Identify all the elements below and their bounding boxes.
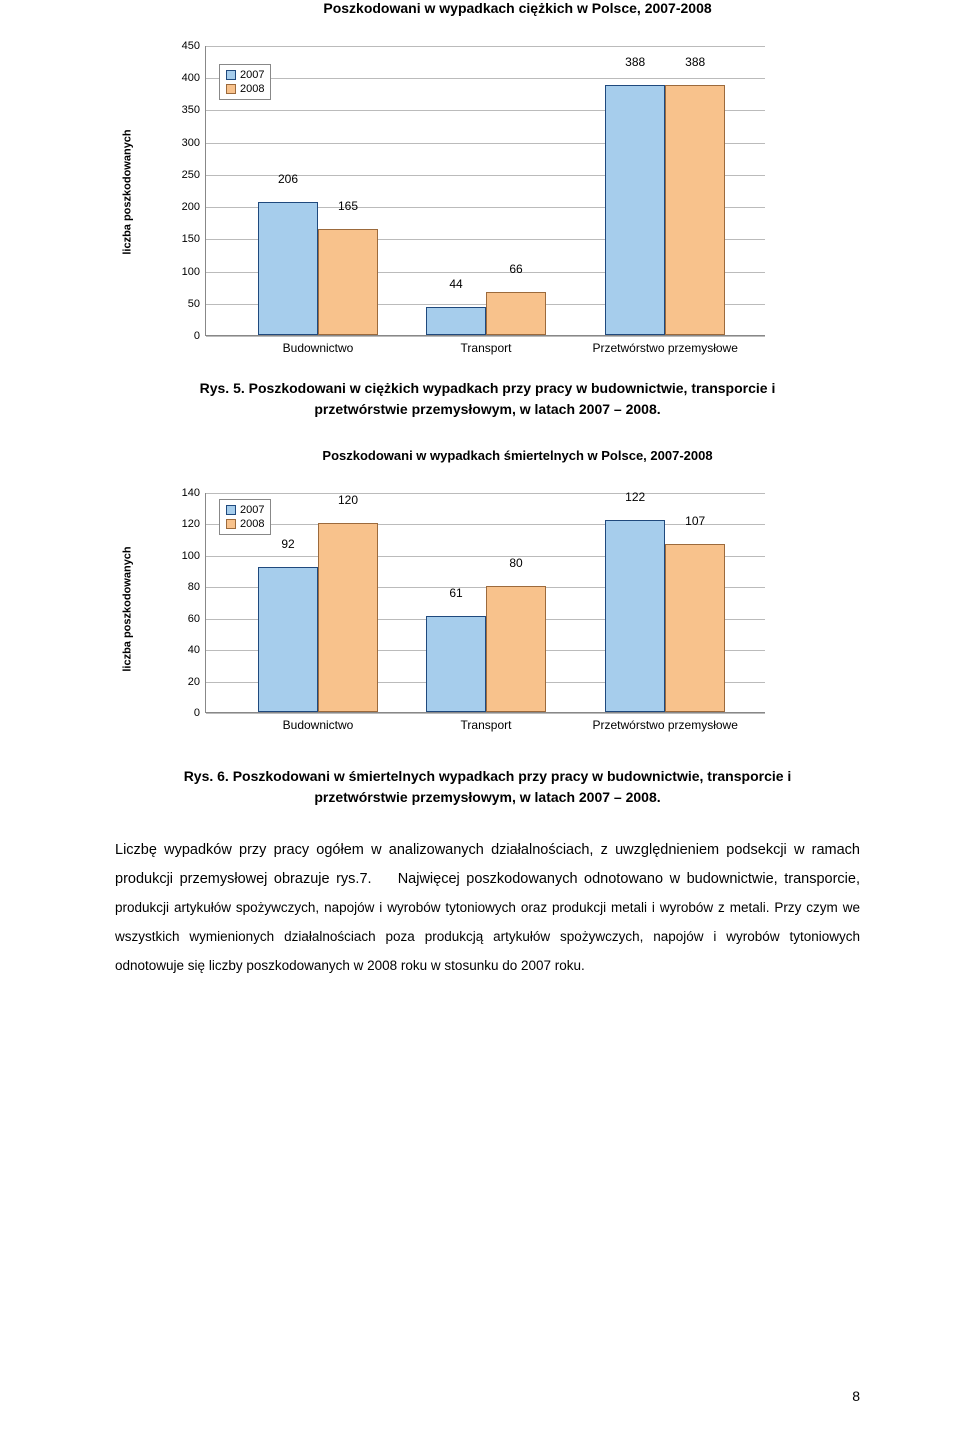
category-label: Budownictwo [283,335,354,355]
bar-value-label: 120 [338,493,358,507]
gridline [206,524,765,525]
legend-item: 2007 [226,503,264,517]
plot-area: 050100150200250300350400450206165Budowni… [205,46,765,336]
paragraph-part-a: Liczbę wypadków przy pracy ogółem w anal… [115,842,860,887]
legend-item: 2008 [226,82,264,96]
bar-value-label: 80 [509,556,522,570]
bar [605,520,665,712]
caption-2: Rys. 6. Poszkodowani w śmiertelnych wypa… [115,766,860,808]
ytick-label: 20 [188,676,206,688]
chart-2-area: liczba poszkodowanych 0 20 40 60 80 100 120 140… [115,463,815,743]
ytick-label: 0 [194,707,206,719]
gridline [206,493,765,494]
ytick-label: 50 [188,298,206,310]
ytick-label: 100 [182,550,206,562]
bar [665,85,725,335]
caption-1-line-a: Poszkodowani w ciężkich wypadkach przy p… [249,380,776,396]
bar-value-label: 165 [338,199,358,213]
bar-value-label: 61 [449,586,462,600]
ytick-label: 80 [188,581,206,593]
legend-swatch [226,84,236,94]
bar-value-label: 66 [509,262,522,276]
chart-1-ylabel: liczba poszkodowanych [122,129,134,254]
caption-2-ref: Rys. 6. [184,768,229,784]
bar-value-label: 388 [625,55,645,69]
legend: 20072008 [219,499,271,535]
page-number: 8 [852,1388,860,1404]
gridline [206,46,765,47]
caption-1: Rys. 5. Poszkodowani w ciężkich wypadkac… [115,378,860,420]
ytick-label: 120 [182,518,206,530]
category-label: Przetwórstwo przemysłowe [593,712,738,732]
caption-1-line-b: przetwórstwie przemysłowym, w latach 200… [314,401,660,417]
bar [258,567,318,712]
caption-2-line-a: Poszkodowani w śmiertelnych wypadkach pr… [233,768,792,784]
bar [486,292,546,335]
legend-label: 2008 [240,517,264,531]
gridline [206,78,765,79]
ytick-label: 60 [188,613,206,625]
paragraph-part-b: produkcji artykułów spożywczych, napojów… [115,900,860,973]
bar [665,544,725,712]
chart-2-ylabel: liczba poszkodowanych [122,546,134,671]
bar [605,85,665,335]
bar-value-label: 107 [685,514,705,528]
legend-item: 2008 [226,517,264,531]
category-label: Przetwórstwo przemysłowe [593,335,738,355]
bar [426,616,486,712]
category-label: Transport [461,335,512,355]
ytick-label: 250 [182,169,206,181]
bar-value-label: 44 [449,277,462,291]
legend: 20072008 [219,64,271,100]
legend-swatch [226,519,236,529]
plot-area: 02040608010012014092120Budownictwo6180Tr… [205,493,765,713]
ytick-label: 140 [182,487,206,499]
ytick-label: 400 [182,72,206,84]
bar [426,307,486,335]
legend-label: 2007 [240,68,264,82]
chart-2: Poszkodowani w wypadkach śmiertelnych w … [115,448,860,748]
ytick-label: 40 [188,644,206,656]
caption-2-line-b: przetwórstwie przemysłowym, w latach 200… [314,789,660,805]
ytick-label: 0 [194,330,206,342]
chart-1-area: liczba poszkodowanych 0 50 100 150 200 250 300… [115,16,815,356]
category-label: Budownictwo [283,712,354,732]
ytick-label: 300 [182,137,206,149]
bar-value-label: 122 [625,490,645,504]
ytick-label: 150 [182,233,206,245]
bar-value-label: 92 [281,537,294,551]
bar [318,229,378,335]
legend-label: 2008 [240,82,264,96]
chart-2-title: Poszkodowani w wypadkach śmiertelnych w … [115,448,860,463]
bar [258,202,318,335]
legend-swatch [226,505,236,515]
body-paragraph: Liczbę wypadków przy pracy ogółem w anal… [115,836,860,981]
bar [318,523,378,712]
ytick-label: 450 [182,40,206,52]
bar-value-label: 388 [685,55,705,69]
legend-swatch [226,70,236,80]
legend-item: 2007 [226,68,264,82]
bar-value-label: 206 [278,172,298,186]
chart-1-title: Poszkodowani w wypadkach ciężkich w Pols… [115,0,860,16]
ytick-label: 200 [182,201,206,213]
chart-1: Poszkodowani w wypadkach ciężkich w Pols… [115,0,860,360]
ytick-label: 350 [182,104,206,116]
ytick-label: 100 [182,266,206,278]
category-label: Transport [461,712,512,732]
caption-1-ref: Rys. 5. [200,380,245,396]
legend-label: 2007 [240,503,264,517]
bar [486,586,546,712]
